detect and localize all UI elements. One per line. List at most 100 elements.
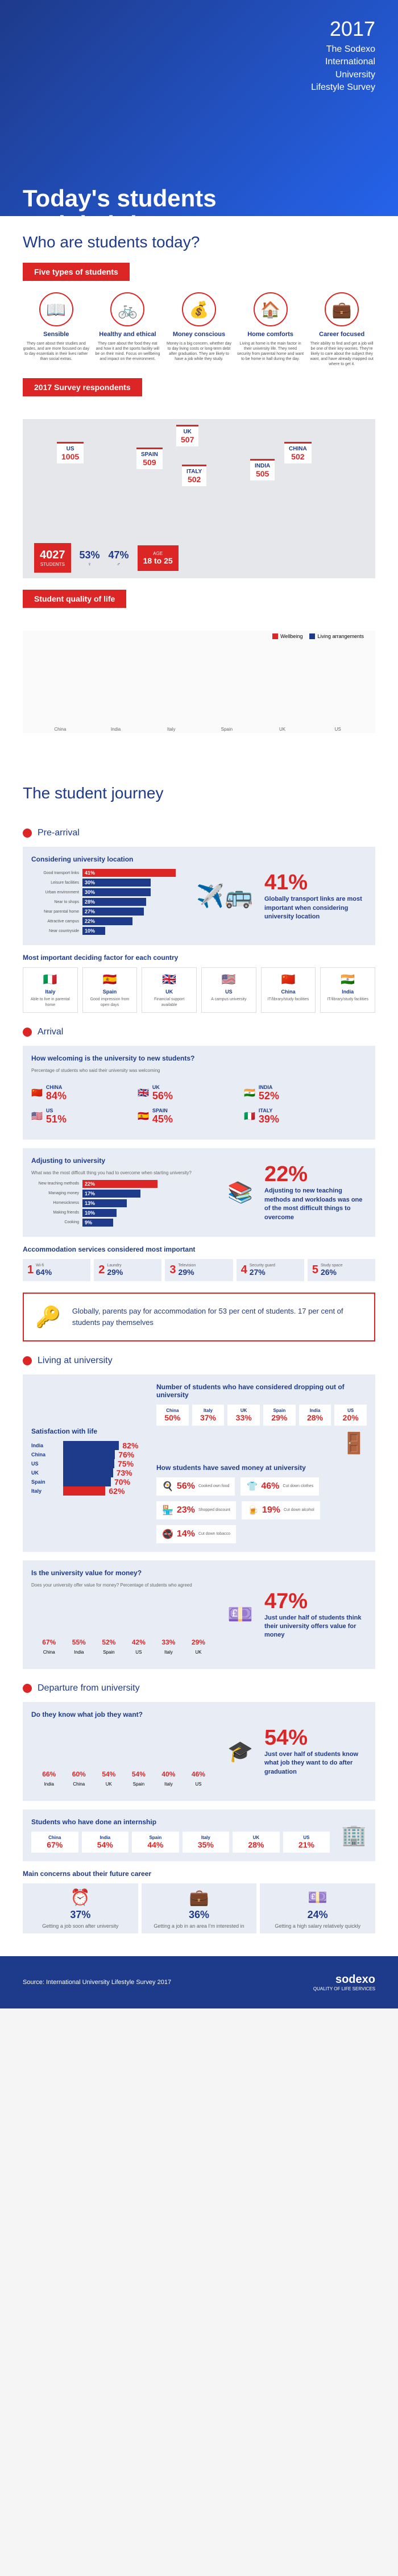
job-stat-pct: 54% (264, 1726, 367, 1750)
total-students: 4027 STUDENTS (34, 543, 71, 573)
type-icon: 💰 (182, 292, 216, 326)
vbar: 42% US (127, 1638, 151, 1655)
type-card: 🏠 Home comforts Living at home is the ma… (237, 292, 304, 367)
accom-item: 2Laundry29% (94, 1259, 161, 1281)
accom-item: 1Wi-fi64% (23, 1259, 90, 1281)
intern-item: China 67% (31, 1832, 78, 1853)
job-card: Do they know what job they want? 66% Ind… (23, 1702, 375, 1801)
hbar: Near to shops 28% (31, 898, 185, 906)
location-stat-pct: 41% (264, 871, 367, 895)
dropout-item: Italy 37% (192, 1405, 225, 1426)
qol-legend: Wellbeing Living arrangements (272, 633, 364, 639)
concern-item: 💼 36% Getting a job in an area I'm inter… (142, 1883, 257, 1933)
vbar: 29% UK (186, 1638, 211, 1655)
hbar: Good transport links 41% (31, 869, 185, 877)
hbar: Urban environment 30% (31, 888, 185, 896)
footer: Source: International University Lifesty… (0, 1956, 398, 2008)
welcoming-card: How welcoming is the university to new s… (23, 1046, 375, 1140)
sat-row: UK 73% (31, 1468, 145, 1477)
intern-item: US 21% (283, 1832, 330, 1853)
sat-row: India 82% (31, 1441, 145, 1450)
welcoming-item: 🇪🇸SPAIN45% (138, 1108, 238, 1125)
country-box: CHINA502 (284, 442, 312, 463)
job-title: Do they know what job they want? (31, 1711, 216, 1718)
dropout-item: China 50% (156, 1405, 189, 1426)
hero-title: Today's students and their journey (23, 185, 375, 238)
intern-item: Italy 35% (183, 1832, 230, 1853)
intern-item: India 54% (82, 1832, 129, 1853)
location-title: Considering university location (31, 855, 185, 863)
type-icon: 💼 (325, 292, 359, 326)
value-card: Is the university value for money? Does … (23, 1560, 375, 1669)
country-box: UK507 (176, 425, 198, 446)
deciding-cell: 🇨🇳ChinaIT/library/study facilities (261, 967, 316, 1012)
type-icon: 🚲 (110, 292, 144, 326)
deciding-cell: 🇮🇳IndiaIT/library/study facilities (320, 967, 375, 1012)
prearrival-marker: Pre-arrival (23, 828, 375, 838)
five-types-row: 📖 Sensible They care about their studies… (0, 292, 398, 378)
intern-title: Students who have done an internship (31, 1818, 330, 1826)
hbar: Near parental home 27% (31, 908, 185, 916)
job-stat-text: Just over half of students know what job… (264, 1750, 367, 1776)
type-card: 💰 Money conscious Money is a big concern… (165, 292, 233, 367)
type-card: 📖 Sensible They care about their studies… (23, 292, 90, 367)
deciding-cell: 🇬🇧UKFinancial support available (142, 967, 197, 1012)
accom-row: 1Wi-fi64% 2Laundry29% 3Television29% 4Se… (23, 1259, 375, 1281)
five-types-banner: Five types of students (23, 263, 130, 281)
accom-title: Accommodation services considered most i… (23, 1245, 375, 1253)
adjust-stat-text: Adjusting to new teaching methods and wo… (264, 1187, 367, 1222)
vbar: 67% China (37, 1638, 61, 1655)
concern-item: 💷 24% Getting a high salary relatively q… (260, 1883, 375, 1933)
dropout-item: Spain 29% (263, 1405, 296, 1426)
welcoming-item: 🇺🇸US51% (31, 1108, 132, 1125)
hbar: Near countryside 10% (31, 927, 185, 935)
country-box: ITALY502 (182, 465, 206, 486)
value-stat-text: Just under half of students think their … (264, 1614, 367, 1640)
deciding-row: 🇮🇹ItalyAble to live in parental home 🇪🇸S… (23, 967, 375, 1012)
footer-source: Source: International University Lifesty… (23, 1979, 171, 1986)
hbar: New teaching methods 22% (31, 1180, 216, 1188)
adjusting-title: Adjusting to university (31, 1157, 216, 1165)
footer-logo: sodexo (313, 1973, 375, 1986)
sat-row: Italy 62% (31, 1486, 145, 1496)
world-map: CHINA502 INDIA505 ITALY502 SPAIN509 UK50… (23, 419, 375, 578)
hbar: Attractive campus 22% (31, 917, 185, 925)
accom-item: 4Security guard27% (237, 1259, 304, 1281)
hero-banner: 2017 The Sodexo International University… (0, 0, 398, 216)
value-title: Is the university value for money? (31, 1569, 216, 1577)
deciding-cell: 🇮🇹ItalyAble to live in parental home (23, 967, 78, 1012)
hbar: Homesickness 13% (31, 1199, 216, 1207)
location-stat-text: Globally transport links are most import… (264, 895, 367, 921)
male-pct: 47% ♂ (109, 549, 129, 567)
deciding-cell: 🇪🇸SpainGood impression from open days (82, 967, 138, 1012)
satisfaction-card: Satisfaction with life India 82% China 7… (23, 1374, 375, 1552)
country-box: US1005 (57, 442, 84, 463)
deciding-cell: 🇺🇸USA campus university (201, 967, 256, 1012)
accom-item: 3Television29% (165, 1259, 233, 1281)
money-title: How students have saved money at univers… (156, 1464, 367, 1472)
dropout-title: Number of students who have considered d… (156, 1383, 367, 1399)
highlight-card: 🔑 Globally, parents pay for accommodatio… (23, 1293, 375, 1341)
vbar: 33% Italy (156, 1638, 181, 1655)
survey-banner: 2017 Survey respondents (23, 378, 142, 396)
welcoming-item: 🇮🇹ITALY39% (244, 1108, 345, 1125)
vbar: 66% India (37, 1770, 61, 1787)
departure-marker: Departure from university (23, 1683, 375, 1693)
money-item: 🍳56%Cooked own food (156, 1477, 235, 1496)
type-icon: 📖 (39, 292, 73, 326)
vbar: 60% China (67, 1770, 92, 1787)
sat-row: US 75% (31, 1459, 145, 1468)
concern-item: ⏰ 37% Getting a job soon after universit… (23, 1883, 138, 1933)
deciding-title: Most important deciding factor for each … (23, 954, 375, 962)
money-item: 🍺19%Cut down alcohol (242, 1501, 320, 1519)
qol-chart: Wellbeing Living arrangements China Indi… (23, 631, 375, 733)
adjust-stat-pct: 22% (264, 1162, 367, 1187)
value-stat-pct: 47% (264, 1589, 367, 1614)
type-card: 🚲 Healthy and ethical They care about th… (94, 292, 161, 367)
vbar: 55% India (67, 1638, 92, 1655)
welcoming-title: How welcoming is the university to new s… (31, 1054, 367, 1062)
intern-item: UK 28% (233, 1832, 280, 1853)
footer-tag: QUALITY OF LIFE SERVICES (313, 1986, 375, 1991)
sat-title: Satisfaction with life (31, 1427, 145, 1435)
accom-item: 5Study space26% (308, 1259, 375, 1281)
